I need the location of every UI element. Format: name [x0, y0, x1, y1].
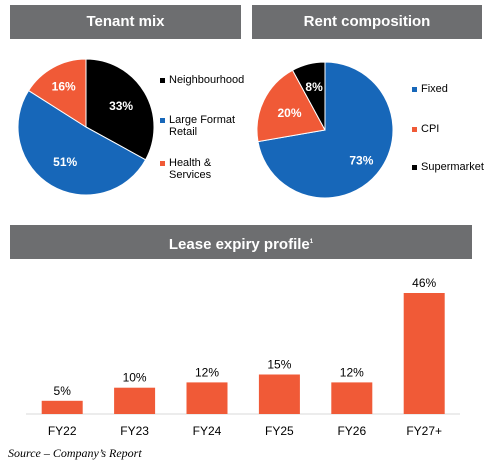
- pie1-legend-supermarket-text: Supermarket: [421, 161, 484, 173]
- pie1-slice-cpi: [256, 69, 326, 143]
- pie1-legend-supermarket-line: Supermarket: [421, 161, 484, 173]
- lease-tick-fy23: FY23: [120, 424, 149, 438]
- lease-bar-label-fy27: 46%: [412, 276, 436, 290]
- pie1-legend-supermarket-swatch: [412, 165, 417, 170]
- pie1-slice-cpi-label: 20%: [277, 106, 301, 120]
- lease-bar-fy25: [258, 374, 300, 414]
- pie0-legend-neighbourhood-line: Neighbourhood: [169, 74, 244, 86]
- lease-bar-fy26: [331, 382, 373, 414]
- pie0-legend-large-format-retail-swatch: [160, 118, 165, 123]
- lease-bar-label-fy23: 10%: [123, 371, 147, 385]
- lease-bar-label-fy26: 12%: [340, 365, 364, 379]
- lease-tick-fy25: FY25: [265, 424, 294, 438]
- lease-expiry-footnote-marker: 1: [309, 239, 314, 245]
- pie1-slice-fixed-label: 73%: [349, 154, 373, 168]
- lease-tick-fy27: FY27+: [406, 424, 442, 438]
- pie0-legend-large-format-retail-line: Retail: [169, 126, 197, 138]
- source-note: Source – Company’s Report: [8, 446, 142, 460]
- lease-tick-fy24: FY24: [193, 424, 222, 438]
- pie1-legend-cpi-line: CPI: [421, 123, 439, 135]
- lease-tick-fy26: FY26: [337, 424, 366, 438]
- lease-bar-fy27: [403, 293, 445, 414]
- pie0-legend-health-services-line: Health &: [169, 157, 212, 169]
- pie0-legend-neighbourhood-swatch: [160, 78, 165, 83]
- lease-bar-label-fy24: 12%: [195, 365, 219, 379]
- pie0-legend-health-services-line: Services: [169, 169, 212, 181]
- pie0-slice-large-format-retail-label: 51%: [53, 155, 77, 169]
- pie0-slice-large-format-retail: [17, 89, 147, 196]
- pie1-legend-fixed-line: Fixed: [421, 83, 448, 95]
- pie1-legend-cpi-swatch: [412, 127, 417, 132]
- pie0-slice-health-services: [27, 58, 87, 128]
- pie0-legend-neighbourhood-text: Neighbourhood: [169, 74, 244, 86]
- pie1-legend-fixed-swatch: [412, 87, 417, 92]
- pie0-legend-health-services-swatch: [160, 161, 165, 166]
- rent-composition-title: Rent composition: [252, 5, 482, 39]
- pie1-slice-supermarket: [291, 61, 326, 131]
- lease-bar-label-fy25: 15%: [267, 358, 291, 372]
- pie1-legend-fixed-text: Fixed: [421, 83, 448, 95]
- pie0-slice-neighbourhood-label: 33%: [109, 99, 133, 113]
- pie0-legend-large-format-retail-text: Large Format Retail: [169, 114, 235, 138]
- lease-bar-fy22: [41, 400, 83, 414]
- lease-tick-fy22: FY22: [48, 424, 77, 438]
- pie1-slice-supermarket-label: 8%: [305, 80, 323, 94]
- pie0-slice-health-services-label: 16%: [52, 80, 76, 94]
- lease-bar-label-fy22: 5%: [54, 384, 72, 398]
- pie0-legend-large-format-retail-line: Large Format: [169, 114, 235, 126]
- lease-expiry-title-bar: Lease expiry profile1: [10, 225, 472, 259]
- tenant-mix-title: Tenant mix: [10, 5, 241, 39]
- pie1-legend-cpi-text: CPI: [421, 123, 439, 135]
- pie0-slice-neighbourhood: [85, 58, 155, 161]
- lease-expiry-title: Lease expiry profile: [168, 236, 310, 253]
- lease-bar-fy24: [186, 382, 228, 414]
- lease-bar-fy23: [114, 387, 156, 414]
- pie0-legend-health-services-text: Health & Services: [169, 157, 212, 181]
